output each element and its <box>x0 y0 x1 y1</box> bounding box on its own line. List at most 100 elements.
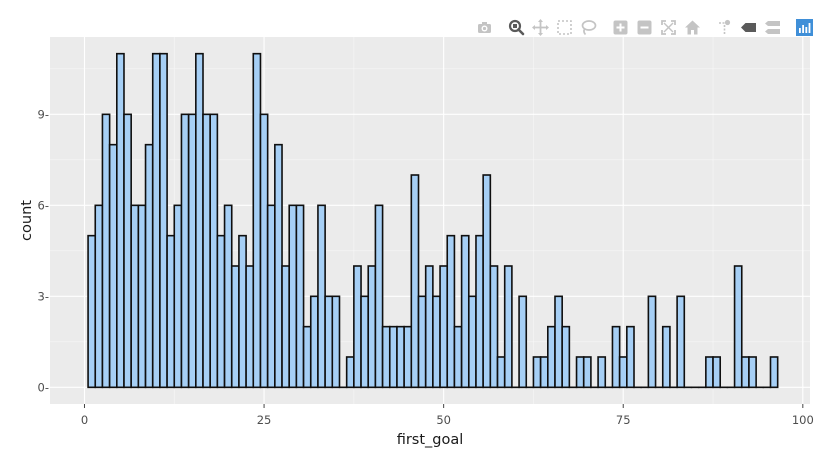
histogram-bar[interactable] <box>532 356 542 389</box>
histogram-bar[interactable] <box>705 356 714 389</box>
histogram-bar[interactable] <box>317 204 326 389</box>
histogram-bar[interactable] <box>626 325 635 389</box>
zoom-out-icon[interactable] <box>636 19 653 36</box>
histogram-bar[interactable] <box>331 295 341 389</box>
histogram-bar[interactable] <box>266 204 276 389</box>
histogram-bar[interactable] <box>324 295 334 389</box>
histogram-bar[interactable] <box>180 113 190 389</box>
histogram-bar[interactable] <box>396 325 405 389</box>
histogram-bar[interactable] <box>130 204 140 389</box>
histogram-bar[interactable] <box>618 356 628 389</box>
hover-closest-icon[interactable] <box>740 19 757 36</box>
histogram-bar[interactable] <box>101 113 111 389</box>
histogram-bar[interactable] <box>482 174 492 389</box>
histogram-bar[interactable] <box>712 356 722 389</box>
histogram-bar[interactable] <box>345 356 355 389</box>
histogram-bar[interactable] <box>554 295 563 389</box>
histogram-bar[interactable] <box>575 356 585 389</box>
histogram-bar[interactable] <box>374 204 384 389</box>
histogram-bar[interactable] <box>309 295 319 389</box>
histogram-bar[interactable] <box>108 143 118 389</box>
histogram-bar[interactable] <box>288 204 298 389</box>
histogram-bar[interactable] <box>274 143 283 389</box>
histogram-bar[interactable] <box>432 295 441 389</box>
hover-compare-icon[interactable] <box>764 19 781 36</box>
histogram-bar[interactable] <box>748 356 757 389</box>
histogram-bar[interactable] <box>202 113 211 389</box>
histogram-bar[interactable] <box>381 325 391 389</box>
histogram-bar[interactable] <box>769 356 779 389</box>
histogram-bar[interactable] <box>367 265 377 389</box>
histogram-bar[interactable] <box>597 356 607 389</box>
histogram-bar[interactable] <box>252 52 262 389</box>
y-tick-label: 6- <box>38 198 49 212</box>
histogram-bar[interactable] <box>475 234 484 389</box>
histogram-bar[interactable] <box>245 265 255 389</box>
home-icon[interactable] <box>684 19 701 36</box>
histogram-bar[interactable] <box>518 295 528 389</box>
y-tick-label: 9- <box>38 107 49 121</box>
histogram-bar[interactable] <box>259 113 269 389</box>
histogram-bar[interactable] <box>166 234 176 389</box>
histogram-bar[interactable] <box>216 234 226 389</box>
histogram-bar[interactable] <box>281 265 291 389</box>
histogram-bar[interactable] <box>238 234 247 389</box>
histogram-bar[interactable] <box>403 325 413 389</box>
histogram-bar[interactable] <box>223 204 233 389</box>
histogram-bar[interactable] <box>496 356 506 389</box>
histogram-bar[interactable] <box>647 295 657 389</box>
x-tick-label: 75 <box>616 413 631 427</box>
histogram-bar[interactable] <box>489 265 499 389</box>
histogram-bar[interactable] <box>195 52 204 389</box>
histogram-bar[interactable] <box>582 356 592 389</box>
histogram-bar[interactable] <box>87 234 97 389</box>
histogram-bar[interactable] <box>676 295 686 389</box>
lasso-select-icon[interactable] <box>580 19 597 36</box>
histogram-bar[interactable] <box>116 52 125 389</box>
histogram-bar[interactable] <box>123 113 132 389</box>
histogram-bar[interactable] <box>446 234 456 389</box>
histogram-bar[interactable] <box>360 295 370 389</box>
histogram-bar[interactable] <box>209 113 219 389</box>
histogram-bar[interactable] <box>424 265 434 389</box>
spike-lines-icon[interactable] <box>716 19 733 36</box>
x-axis-title: first_goal <box>397 432 464 448</box>
minor-gridlines <box>50 37 810 404</box>
plotly-logo-icon[interactable] <box>796 18 813 36</box>
histogram-bar[interactable] <box>173 204 183 389</box>
histogram-bar[interactable] <box>439 265 449 389</box>
x-tick-label: 0 <box>81 413 88 427</box>
histogram-bar[interactable] <box>187 113 197 389</box>
histogram-bar[interactable] <box>740 356 750 389</box>
histogram-bar[interactable] <box>295 204 305 389</box>
histogram-bar[interactable] <box>539 356 549 389</box>
histogram-bar[interactable] <box>460 234 470 389</box>
zoom-in-icon[interactable] <box>612 19 629 36</box>
histogram-bar[interactable] <box>561 325 571 389</box>
camera-icon[interactable] <box>476 19 493 36</box>
histogram-bar[interactable] <box>302 325 312 389</box>
histogram-bar[interactable] <box>144 143 154 389</box>
histogram-bar[interactable] <box>159 52 168 389</box>
histogram-bar[interactable] <box>410 174 420 389</box>
histogram-bar[interactable] <box>230 265 240 389</box>
histogram-bar[interactable] <box>353 265 362 389</box>
histogram-bar[interactable] <box>733 265 743 389</box>
x-axis: 0 25 50 75 100 <box>81 404 814 427</box>
box-select-icon[interactable] <box>556 19 573 36</box>
histogram-bar[interactable] <box>417 295 427 389</box>
histogram-bar[interactable] <box>453 325 463 389</box>
autoscale-icon[interactable] <box>660 19 677 36</box>
pan-icon[interactable] <box>532 18 549 36</box>
histogram-bar[interactable] <box>151 52 161 389</box>
histogram-bar[interactable] <box>94 204 104 389</box>
histogram-bar[interactable] <box>467 295 477 389</box>
histogram-bar[interactable] <box>611 325 621 389</box>
histogram-bar[interactable] <box>547 325 556 389</box>
y-axis: 0- 3- 6- 9- <box>38 107 49 394</box>
histogram-bar[interactable] <box>503 265 513 389</box>
histogram-bar[interactable] <box>388 325 398 389</box>
zoom-icon[interactable] <box>508 19 525 36</box>
histogram-bar[interactable] <box>661 325 671 389</box>
histogram-bar[interactable] <box>137 204 147 389</box>
